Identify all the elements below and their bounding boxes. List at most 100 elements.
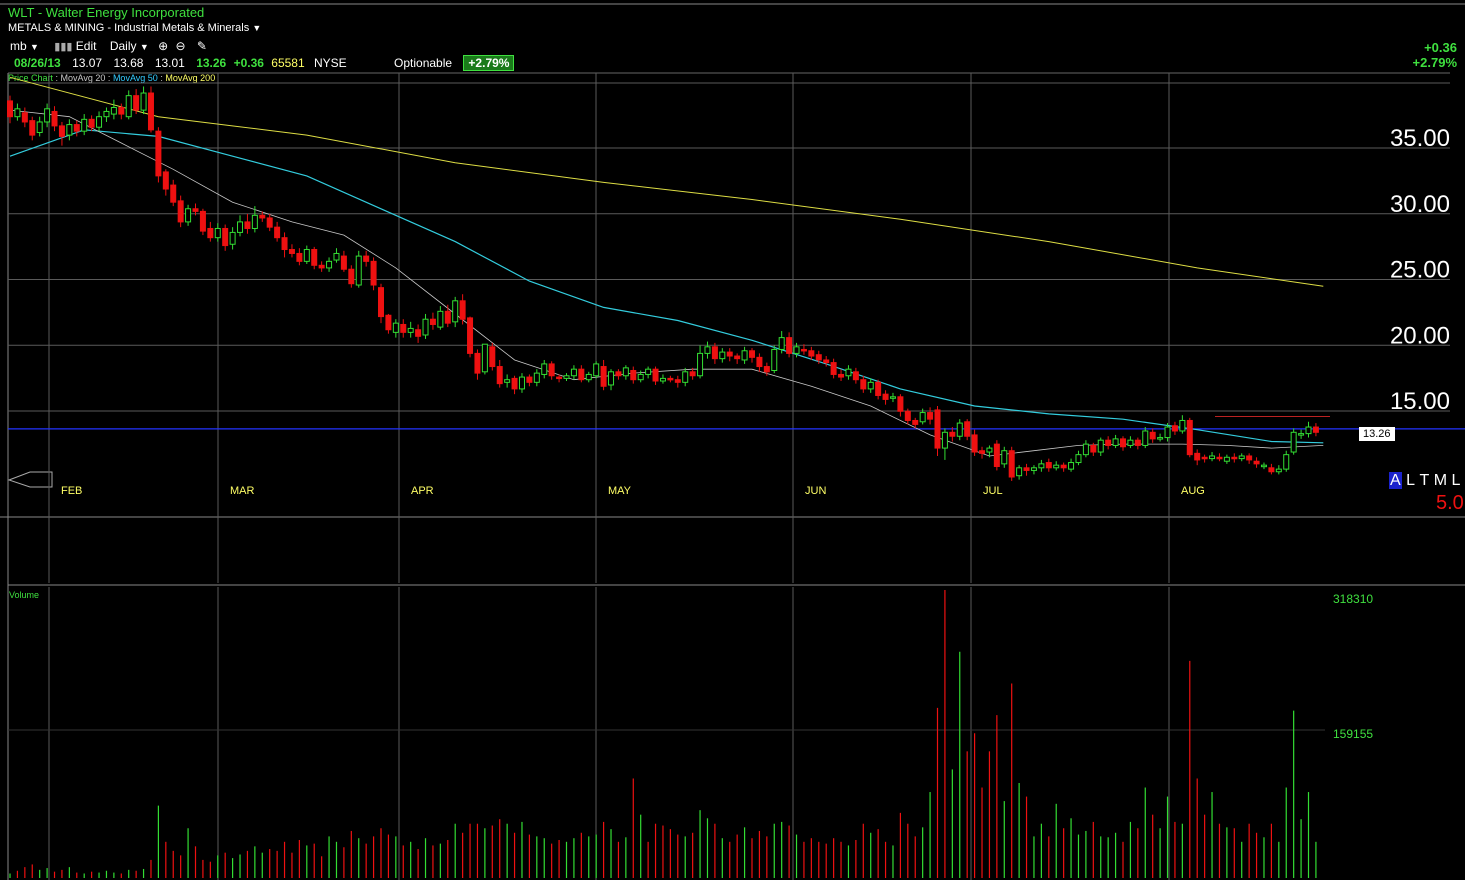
quote-open: 13.07 — [72, 56, 103, 70]
candle-body — [147, 92, 154, 131]
legend-price: Price Chart — [8, 73, 54, 83]
candle-body — [489, 346, 496, 368]
candle-body — [956, 422, 963, 437]
candle-body — [682, 371, 689, 383]
pencil-icon[interactable]: ✎ — [196, 39, 207, 53]
volume-title: Volume — [9, 590, 40, 600]
candle-body — [1149, 431, 1156, 440]
month-label: FEB — [61, 485, 82, 497]
candle-body — [578, 368, 585, 381]
side-tag-l[interactable]: L — [1406, 472, 1416, 489]
candle-body — [793, 346, 800, 354]
candle-body — [964, 421, 971, 437]
sector-label[interactable]: METALS & MINING - Industrial Metals & Mi… — [8, 22, 261, 34]
period-menu-button[interactable]: Daily ▼ — [110, 39, 152, 53]
zoom-out-icon[interactable]: ⊖ — [175, 39, 186, 53]
candle-body — [875, 381, 882, 396]
candle-body — [415, 329, 422, 337]
candle-body — [734, 355, 741, 360]
candle-body — [370, 260, 377, 286]
candle-body — [511, 377, 518, 390]
candle-body — [867, 381, 874, 390]
candle-body — [1283, 454, 1290, 470]
candle-body — [251, 214, 258, 229]
y-tick-label: 20.00 — [1390, 322, 1450, 349]
candle-body — [199, 210, 206, 232]
candle-body — [1238, 455, 1245, 460]
candle-body — [266, 217, 273, 228]
candle-body — [704, 346, 711, 354]
candle-body — [711, 346, 718, 360]
candle-body — [652, 368, 659, 382]
candle-body — [481, 343, 488, 373]
toolbar: mb ▼ ▮▮▮ Edit Daily ▼ ⊕ ⊖ ✎ — [10, 39, 207, 53]
quote-volume: 65581 — [271, 56, 305, 70]
quote-change: +0.36 — [233, 56, 264, 70]
side-tag-l2[interactable]: L — [1451, 472, 1461, 489]
side-tag-t[interactable]: T — [1419, 472, 1430, 489]
candle-body — [385, 314, 392, 331]
candle-body — [96, 116, 103, 128]
side-tags: A L T M L — [1389, 472, 1460, 490]
candle-body — [1060, 464, 1067, 469]
candle-body — [927, 412, 934, 420]
candle-body — [363, 255, 370, 262]
candle-body — [741, 350, 748, 361]
user-menu-button[interactable]: mb ▼ — [10, 39, 42, 53]
candle-body — [118, 106, 125, 115]
candle-body — [1194, 452, 1201, 461]
sector-text: METALS & MINING - Industrial Metals & Mi… — [8, 22, 250, 34]
y-tick-label: 25.00 — [1390, 257, 1450, 284]
candle-body — [281, 237, 288, 251]
candle-body — [348, 268, 355, 285]
candle-body — [444, 310, 451, 324]
edit-button[interactable]: ▮▮▮ Edit — [54, 39, 100, 53]
side-tag-value: 5.0 — [1436, 492, 1464, 514]
y-tick-label: 35.00 — [1390, 125, 1450, 152]
candle-body — [882, 393, 889, 400]
y-tick-label: 15.00 — [1390, 388, 1450, 415]
candle-body — [318, 264, 325, 269]
last-price-flag: 13.26 — [1359, 427, 1395, 441]
y-tick-label: 30.00 — [1390, 191, 1450, 218]
candle-body — [51, 110, 58, 127]
candle-body — [771, 348, 778, 371]
candle-body — [585, 373, 592, 381]
candle-body — [659, 377, 666, 382]
candle-body — [979, 450, 986, 454]
legend-ma20: MovAvg 20 — [60, 73, 106, 83]
candle-body — [207, 227, 214, 239]
candle-body — [570, 368, 577, 377]
candle-body — [133, 95, 140, 111]
top-right-change-value: +0.36 — [1424, 40, 1457, 55]
month-label: AUG — [1181, 485, 1205, 497]
month-label: APR — [411, 485, 434, 497]
candle-body — [1312, 426, 1319, 433]
candle-body — [378, 287, 384, 318]
candle-body — [904, 410, 911, 421]
symbol-title[interactable]: WLT - Walter Energy Incorporated — [8, 5, 205, 20]
candle-body — [934, 409, 941, 449]
candle-body — [808, 350, 815, 357]
candle-body — [1179, 419, 1186, 432]
candle-body — [1223, 456, 1230, 462]
zoom-in-icon[interactable]: ⊕ — [158, 39, 169, 53]
candle-body — [815, 354, 822, 361]
candle-body — [912, 419, 919, 425]
candle-body — [1268, 467, 1275, 473]
candle-body — [222, 227, 229, 247]
side-tag-m[interactable]: M — [1433, 472, 1448, 489]
volume-mid-label: 159155 — [1333, 727, 1374, 741]
candle-body — [778, 337, 785, 350]
candle-body — [340, 255, 347, 270]
candle-body — [941, 431, 948, 449]
quote-line: 08/26/13 13.07 13.68 13.01 13.26 +0.36 6… — [14, 55, 515, 71]
side-tag-a[interactable]: A — [1389, 472, 1402, 489]
candle-body — [971, 434, 978, 453]
bar-chart-icon: ▮▮▮ — [54, 41, 73, 53]
quote-high: 13.68 — [113, 56, 144, 70]
candle-body — [622, 367, 629, 377]
candle-body — [467, 317, 474, 354]
candle-body — [756, 356, 763, 368]
